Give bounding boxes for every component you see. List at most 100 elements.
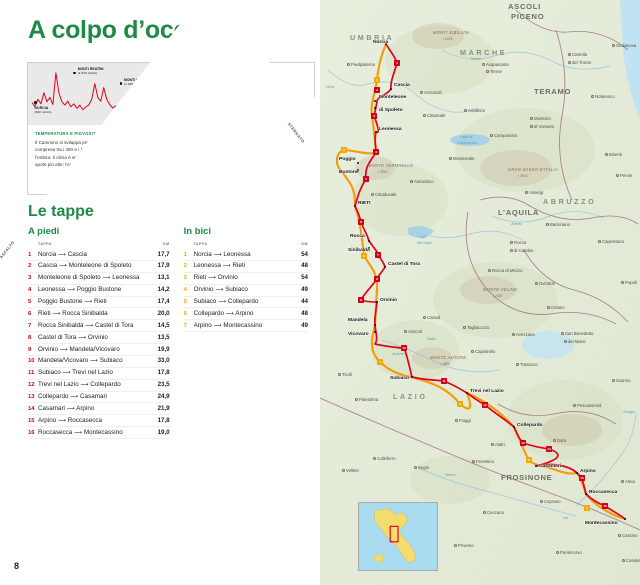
walk-stage-marker[interactable]: 4 — [373, 149, 379, 155]
map-town-dot — [448, 156, 452, 160]
stage-row[interactable]: 5 Subiaco ⟶ Collepardo 44 — [183, 297, 308, 309]
map-town-dot — [462, 325, 466, 329]
stage-row[interactable]: 7 Rocca Sinibalda ⟶ Castel di Tora 14,5 — [28, 320, 170, 333]
stages-walking-title: A piedi — [28, 226, 60, 237]
page-number: 8 — [14, 561, 20, 571]
stage-row[interactable]: 1 Norcia ⟶ Leonessa 54 — [183, 249, 308, 261]
stage-row[interactable]: 2 Leonessa ⟶ Rieti 48 — [183, 261, 308, 273]
bike-stage-marker[interactable]: 1 — [374, 77, 380, 83]
map-town-dot — [617, 533, 621, 537]
stage-row[interactable]: 11 Subiaco ⟶ Trevi nel Lazio 17,8 — [28, 368, 170, 380]
walk-stage-marker[interactable]: 14 — [546, 446, 552, 452]
stage-number: 1 — [183, 251, 187, 258]
stage-row[interactable]: 2 Cascia ⟶ Monteleone di Spoleto 17,9 — [28, 261, 170, 273]
walk-stage-marker[interactable]: 7 — [375, 252, 381, 258]
map-stage-dot — [512, 425, 516, 429]
map-town-dot — [539, 499, 543, 503]
stage-km: 13,5 — [157, 333, 170, 341]
arrow-icon: ⟶ — [102, 275, 111, 282]
stage-row[interactable]: 12 Trevi nel Lazio ⟶ Collepardo 23,5 — [28, 380, 170, 392]
stage-number: 7 — [183, 322, 187, 329]
stage-km: 13,1 — [157, 274, 170, 282]
stage-route: Leonessa ⟶ Rieti — [193, 262, 246, 270]
map-town-dot — [346, 62, 350, 66]
map-town-dot — [563, 339, 567, 343]
map-stage-dot — [373, 106, 377, 110]
stages-biking-list: 1 Norcia ⟶ Leonessa 54 2 Leonessa ⟶ Rieti 48 3… — [183, 249, 308, 333]
map-stage-dot — [410, 375, 414, 379]
bike-stage-marker[interactable]: 2 — [341, 147, 347, 153]
stage-row[interactable]: 7 Arpino ⟶ Montecassino 49 — [183, 320, 308, 333]
stage-route: Casamari ⟶ Arpino — [38, 404, 95, 412]
stage-row[interactable]: 10 Mandela/Vicovaro ⟶ Subiaco 33,0 — [28, 356, 170, 368]
map-town-dot — [560, 331, 564, 335]
stage-number: 5 — [183, 299, 187, 306]
stages-biking-header: TAPPA KM — [184, 242, 308, 248]
walk-stage-marker[interactable]: 12 — [482, 402, 488, 408]
map-town-dot — [471, 459, 475, 463]
stage-route: Poggio Bustone ⟶ Rieti — [38, 298, 107, 306]
map-stage-dot — [356, 161, 360, 165]
italy-locator-inset — [358, 502, 438, 571]
stage-row[interactable]: 16 Roccasecca ⟶ Montecassino 19,0 — [28, 427, 170, 439]
walk-stage-marker[interactable]: 2 — [374, 87, 380, 93]
walk-stage-marker[interactable]: 5 — [363, 176, 369, 182]
walk-stage-marker[interactable]: 9 — [358, 297, 364, 303]
stage-route: Norcia ⟶ Leonessa — [193, 250, 251, 258]
stage-route: Subiaco ⟶ Collepardo — [193, 298, 259, 306]
stage-route: Mandela/Vicovaro ⟶ Subiaco — [38, 357, 123, 365]
map-stage-dot — [367, 239, 371, 243]
walk-stage-marker[interactable]: 11 — [441, 378, 447, 384]
stage-row[interactable]: 6 Collepardo ⟶ Arpino 48 — [183, 308, 308, 321]
bike-stage-marker[interactable]: 5 — [457, 401, 463, 407]
stages-biking-title: In bici — [183, 226, 212, 237]
stages-columns: A piedi TAPPA KM 1 Norcia ⟶ Cascia 17,7 2 Ca… — [28, 226, 308, 439]
walk-stage-marker[interactable]: 1 — [394, 60, 400, 66]
bike-stage-marker[interactable]: 3 — [361, 253, 367, 259]
stage-row[interactable]: 1 Norcia ⟶ Cascia 17,7 — [28, 249, 170, 261]
stage-number: 10 — [28, 358, 35, 365]
map-stage-dot — [534, 464, 538, 468]
map-town-dot — [413, 465, 417, 469]
arrow-icon: ⟶ — [78, 334, 87, 341]
stage-row[interactable]: 13 Collepardo ⟶ Casamari 24,9 — [28, 392, 170, 404]
route-map[interactable]: UMBRIA MARCHE ABRUZZO LAZIO ASCOLI PICENO TERA… — [320, 0, 640, 585]
left-page: A colpo d’occhio NORCIA (600 m/slm) MONTI … — [0, 16, 315, 571]
stage-row[interactable]: 9 Orvinio ⟶ Mandela/Vicovaro 19,9 — [28, 344, 170, 356]
arrow-icon: ⟶ — [62, 370, 71, 377]
map-stage-dot — [367, 246, 371, 250]
stage-row[interactable]: 15 Arpino ⟶ Roccasecca 17,8 — [28, 415, 170, 428]
arrow-icon: ⟶ — [67, 287, 76, 294]
stage-row[interactable]: 4 Orvinio ⟶ Subiaco 49 — [183, 285, 308, 297]
walk-stage-marker[interactable]: 6 — [358, 219, 364, 225]
stage-row[interactable]: 3 Monteleone di Spoleto ⟶ Leonessa 13,1 — [28, 273, 170, 285]
arrow-icon: ⟶ — [222, 263, 231, 270]
stage-km: 49 — [301, 286, 308, 294]
map-town-dot — [567, 52, 571, 56]
arrow-icon: ⟶ — [52, 310, 61, 317]
stage-row[interactable]: 4 Leonessa ⟶ Poggio Bustone 14,2 — [28, 285, 170, 297]
map-town-dot — [470, 349, 474, 353]
walk-stage-marker[interactable]: 10 — [401, 345, 407, 351]
stage-row[interactable]: 3 Rieti ⟶ Orvinio 54 — [183, 273, 308, 285]
bike-stage-marker[interactable]: 4 — [377, 359, 383, 365]
map-stage-dot — [584, 492, 588, 496]
walk-stage-marker[interactable]: 16 — [602, 503, 608, 509]
walk-stage-marker[interactable]: 8 — [374, 276, 380, 282]
bike-stage-marker[interactable]: 6 — [526, 457, 532, 463]
arrow-icon: ⟶ — [215, 287, 224, 294]
stage-row[interactable]: 8 Castel di Tora ⟶ Orvinio 13,5 — [28, 332, 170, 344]
walk-stage-marker[interactable]: 15 — [579, 475, 585, 481]
stage-row[interactable]: 14 Casamari ⟶ Arpino 21,9 — [28, 403, 170, 416]
arrow-icon: ⟶ — [225, 310, 234, 317]
walk-stage-marker[interactable]: 3 — [371, 113, 377, 119]
stage-number: 4 — [28, 287, 32, 294]
stage-km: 23,5 — [157, 381, 170, 389]
stage-row[interactable]: 6 Rieti ⟶ Rocca Sinibalda 20,0 — [28, 308, 170, 321]
stage-row[interactable]: 5 Poggio Bustone ⟶ Rieti 17,4 — [28, 297, 170, 309]
map-town-dot — [341, 468, 345, 472]
walk-stage-marker[interactable]: 13 — [520, 440, 526, 446]
bike-stage-marker[interactable]: 7 — [584, 505, 590, 511]
stage-number: 2 — [183, 263, 187, 270]
stage-number: 3 — [183, 275, 187, 282]
